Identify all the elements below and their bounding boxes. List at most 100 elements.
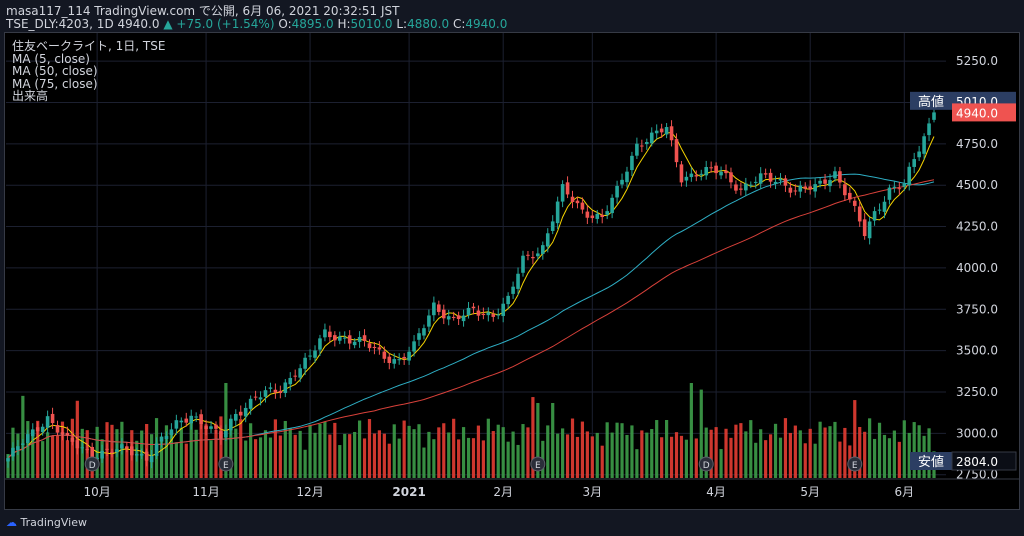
volume-bar	[442, 423, 446, 478]
volume-bar	[303, 449, 307, 478]
candle-body	[263, 390, 268, 397]
legend-volume[interactable]: 出来高	[12, 89, 49, 103]
volume-bar	[585, 431, 589, 478]
volume-bar	[501, 427, 505, 478]
candle-body	[65, 432, 70, 436]
candle-body	[491, 314, 496, 317]
candle-body	[90, 447, 94, 458]
volume-bar	[194, 429, 198, 478]
candle-body	[620, 179, 624, 185]
high-marker-label: 高値	[918, 94, 944, 110]
legend-ma50[interactable]: MA (50, close)	[12, 64, 98, 78]
volume-bar	[21, 395, 25, 478]
candle-body	[149, 455, 154, 463]
candle-body	[719, 171, 723, 176]
close-label: C:	[452, 17, 466, 31]
volume-bar	[184, 443, 188, 478]
volume-bar	[169, 434, 174, 478]
candle-body	[649, 132, 654, 144]
event-marker-icon	[698, 456, 714, 472]
candle-body	[387, 356, 392, 363]
volume-bar	[635, 449, 639, 478]
tradingview-logo[interactable]: ☁ TradingView	[6, 516, 87, 529]
candle-body	[204, 426, 208, 429]
candle-body	[179, 420, 184, 423]
candle-body	[516, 273, 520, 289]
candle-body	[318, 338, 322, 350]
volume-bar	[471, 438, 476, 478]
candle-body	[100, 450, 104, 459]
candle-body	[129, 446, 134, 456]
volume-bar	[778, 437, 783, 478]
up-arrow-icon: ▲	[163, 17, 173, 31]
volume-bar	[645, 432, 649, 478]
candle-body	[75, 440, 80, 449]
volume-bar	[907, 432, 911, 478]
candle-body	[813, 184, 817, 192]
price-tick-label: 3750.0	[956, 302, 998, 316]
volume-bar	[684, 439, 689, 478]
volume-bar	[343, 433, 347, 478]
candle-body	[927, 123, 931, 136]
volume-bar	[853, 400, 857, 478]
price-tick-label: 4250.0	[956, 220, 998, 234]
volume-bar	[179, 427, 183, 478]
volume-bar	[41, 441, 45, 478]
chart-area[interactable]	[4, 32, 1020, 510]
time-tick-label: 12月	[296, 485, 323, 499]
candle-body	[541, 245, 545, 254]
candle-body	[105, 448, 109, 450]
volume-bar	[828, 426, 832, 478]
volume-bar	[590, 436, 594, 478]
event-marker-icon	[218, 456, 234, 472]
candle-body	[729, 172, 733, 183]
volume-bar	[382, 433, 386, 478]
candle-body	[446, 316, 451, 320]
candle-body	[595, 213, 600, 219]
candle-body	[407, 351, 411, 361]
volume-bar	[427, 431, 431, 478]
candle-body	[664, 127, 669, 135]
candle-body	[506, 295, 510, 305]
volume-bar	[556, 433, 560, 478]
legend-ma5[interactable]: MA (5, close)	[12, 51, 90, 66]
candle-body	[486, 312, 491, 316]
candle-body	[803, 186, 808, 189]
volume-bar	[600, 445, 604, 478]
time-axis[interactable]: 10月 11月 12月 2021 2月 3月 4月 5月 6月	[5, 478, 1019, 499]
volume-bar	[402, 420, 406, 478]
candle-body	[209, 426, 213, 429]
symbol-info: TSE_DLY:4203, 1D 4940.0	[6, 17, 160, 31]
volume-bar	[521, 424, 525, 478]
event-marker-icon	[84, 456, 100, 472]
candle-body	[833, 171, 837, 179]
event-marker-label: E	[852, 461, 858, 471]
volume-bar	[308, 424, 312, 478]
price-change: +75.0 (+1.54%)	[176, 17, 275, 31]
candle-body	[848, 192, 852, 200]
candle-body	[788, 187, 793, 193]
candle-body	[877, 209, 882, 211]
candle-body	[897, 188, 902, 190]
volume-bar	[461, 427, 466, 478]
candle-body	[169, 429, 174, 435]
volume-bar	[561, 428, 565, 478]
volume-bar	[199, 424, 203, 478]
volume-bar	[293, 434, 297, 478]
legend-ma75[interactable]: MA (75, close)	[12, 76, 98, 91]
volume-bar	[768, 434, 773, 478]
last-price-tag	[952, 103, 1016, 122]
volume-bar	[258, 437, 263, 478]
volume-bar	[313, 432, 317, 478]
volume-bar	[749, 420, 753, 478]
volume-bar	[278, 435, 282, 478]
volume-bar	[60, 421, 65, 478]
volume-bar	[724, 428, 728, 478]
candle-body	[550, 221, 555, 231]
candle-body	[273, 389, 278, 393]
candle-body	[902, 183, 907, 187]
candle-body	[654, 130, 659, 134]
candle-body	[144, 451, 149, 461]
